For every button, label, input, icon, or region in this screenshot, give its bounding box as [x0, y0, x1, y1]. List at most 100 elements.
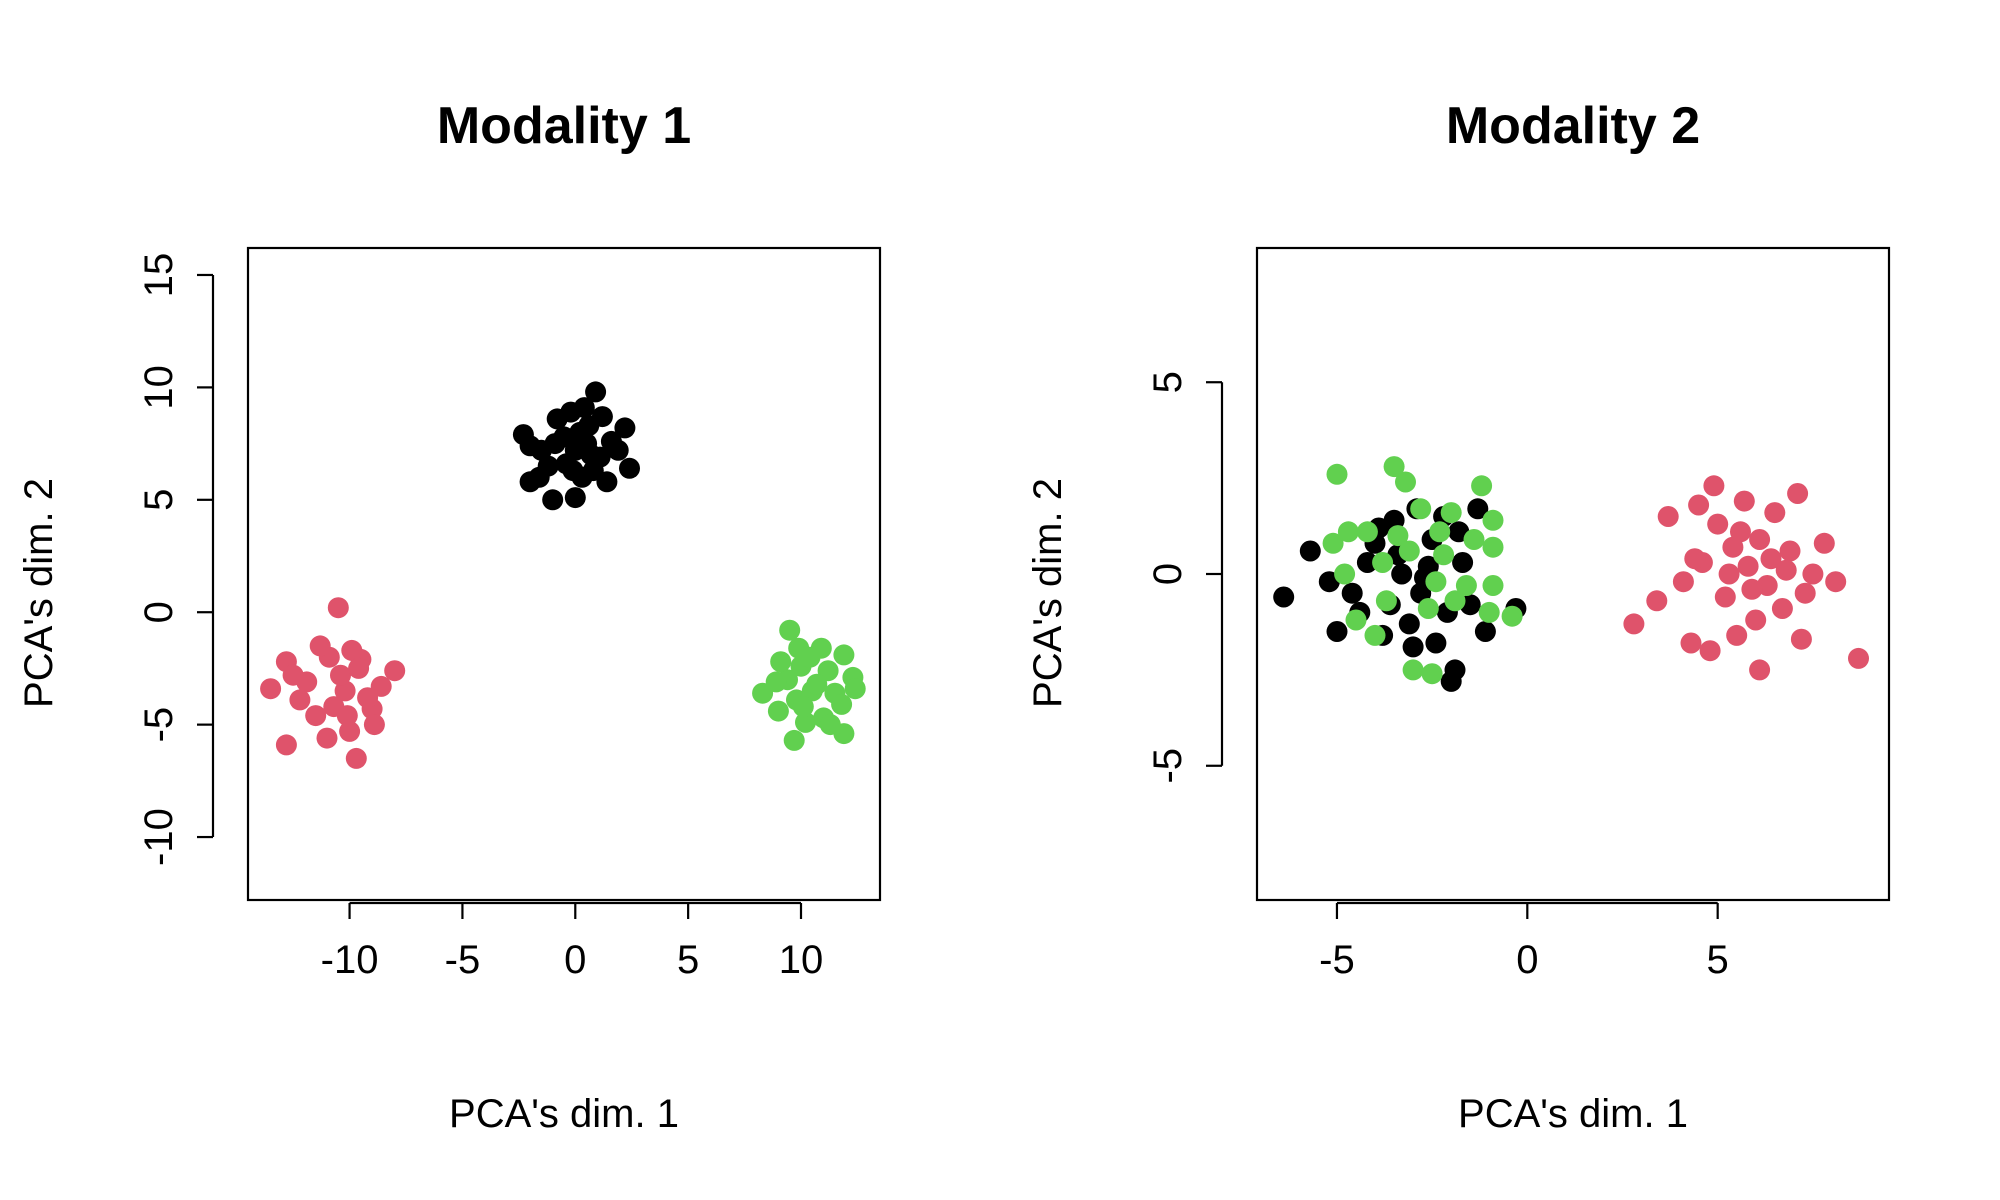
data-point	[1482, 509, 1504, 531]
panel-modality-2: Modality 2 PCA's dim. 1 PCA's dim. 2 -5 0…	[1026, 97, 1891, 1136]
data-point	[767, 700, 789, 722]
data-point	[607, 439, 629, 461]
data-point	[1699, 640, 1721, 662]
data-point	[562, 460, 584, 482]
data-point	[1771, 598, 1793, 619]
data-point	[560, 401, 582, 423]
data-point	[1364, 624, 1386, 646]
data-point	[783, 729, 805, 751]
x-axis-label: PCA's dim. 1	[449, 1092, 679, 1136]
plot-frame	[246, 246, 882, 902]
data-point	[1790, 628, 1812, 650]
point-group	[260, 381, 866, 769]
data-point	[1730, 521, 1751, 543]
data-point	[1398, 613, 1420, 635]
data-point	[1688, 494, 1710, 516]
data-point	[336, 705, 358, 727]
data-point	[779, 619, 801, 641]
data-point	[260, 678, 282, 700]
data-point	[1775, 559, 1797, 581]
data-point	[384, 660, 406, 682]
y-tick-label: -10	[137, 808, 181, 866]
y-axis-label: PCA's dim. 2	[17, 478, 61, 708]
data-point	[1779, 540, 1801, 562]
point-group	[1273, 456, 1869, 692]
data-point	[1657, 506, 1679, 527]
data-point	[305, 705, 327, 727]
y-tick-label: -5	[1146, 748, 1190, 784]
data-point	[1455, 575, 1477, 596]
data-point	[1471, 475, 1493, 497]
data-point	[1749, 659, 1771, 681]
x-tick-label: 10	[779, 938, 824, 982]
chart-title: Modality 1	[437, 97, 691, 155]
data-point	[1425, 632, 1447, 654]
data-point	[1372, 552, 1394, 573]
data-point	[1474, 621, 1496, 642]
data-point	[1848, 647, 1869, 669]
data-point	[1375, 590, 1397, 612]
data-point	[564, 487, 586, 509]
data-point	[792, 696, 814, 718]
data-point	[1444, 659, 1466, 681]
data-point	[1421, 663, 1443, 685]
data-point	[1703, 475, 1725, 497]
data-point	[1273, 586, 1295, 608]
data-point	[1760, 548, 1782, 570]
data-point	[799, 646, 821, 668]
data-point	[1733, 490, 1755, 512]
x-tick-label: 0	[564, 938, 586, 982]
data-point	[339, 720, 361, 742]
x-tick-label: 5	[677, 938, 699, 982]
data-point	[1341, 582, 1363, 604]
data-point	[1395, 471, 1416, 493]
x-tick-label: -10	[321, 938, 379, 982]
data-point	[316, 727, 338, 749]
data-point	[1402, 659, 1424, 681]
data-point	[770, 651, 792, 673]
x-tick-label: -5	[1319, 938, 1355, 982]
chart-title: Modality 2	[1446, 97, 1700, 155]
data-point	[1326, 463, 1348, 485]
x-axis-label: PCA's dim. 1	[1458, 1092, 1688, 1136]
data-point	[363, 714, 385, 736]
data-point	[512, 424, 534, 446]
x-tick-label: 0	[1516, 938, 1538, 982]
axes-group: -5 0 5 -5 0 5	[1146, 246, 1891, 982]
data-point	[1749, 529, 1771, 550]
y-tick-label: 15	[137, 253, 181, 298]
data-point	[614, 417, 636, 439]
data-point	[1482, 575, 1504, 596]
data-point	[806, 673, 828, 695]
data-point	[1444, 590, 1466, 612]
y-tick-label: -5	[137, 707, 181, 743]
data-point	[345, 747, 367, 769]
data-point	[831, 693, 853, 715]
data-point	[1714, 586, 1736, 608]
y-tick-label: 0	[137, 601, 181, 623]
data-point	[1680, 632, 1702, 654]
data-point	[1707, 513, 1729, 535]
data-point	[1425, 571, 1447, 593]
data-point	[1322, 532, 1344, 554]
data-point	[1718, 563, 1740, 585]
y-tick-label: 0	[1146, 563, 1190, 585]
data-point	[1391, 563, 1413, 585]
data-point	[576, 433, 598, 455]
data-point	[282, 664, 304, 686]
data-point	[619, 457, 640, 479]
y-tick-label: 5	[137, 489, 181, 511]
data-point	[1440, 502, 1462, 524]
data-point	[833, 644, 855, 666]
y-tick-label: 10	[137, 365, 181, 410]
data-point	[844, 678, 866, 700]
data-point	[591, 406, 613, 428]
data-point	[1813, 532, 1835, 554]
data-point	[1463, 529, 1485, 550]
data-point	[1417, 598, 1439, 619]
data-point	[542, 489, 564, 511]
data-point	[582, 460, 604, 482]
data-point	[585, 381, 607, 403]
data-point	[765, 671, 787, 693]
